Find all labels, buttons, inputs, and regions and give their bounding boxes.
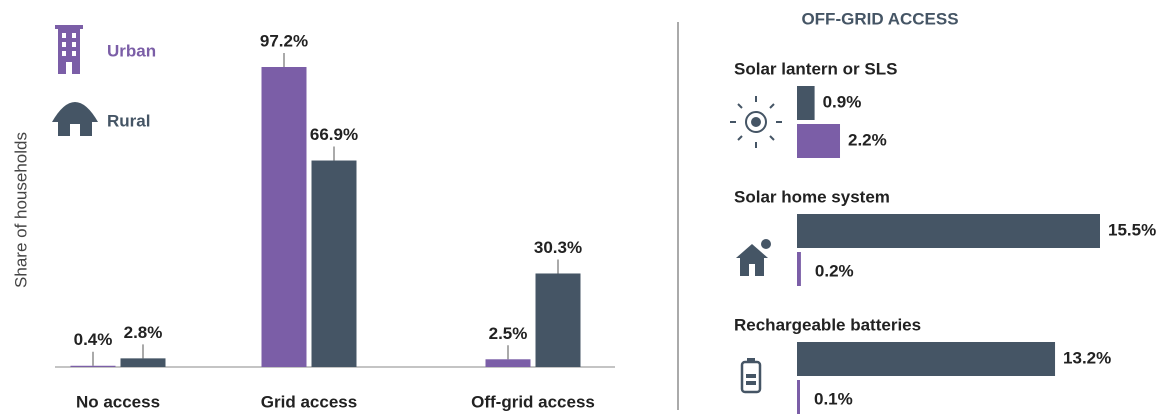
bar	[261, 67, 307, 367]
bar	[311, 160, 357, 367]
value-label: 0.1%	[814, 389, 853, 408]
y-axis-label: Share of households	[11, 132, 30, 288]
bar	[70, 365, 116, 367]
bar	[485, 359, 531, 367]
value-label: 2.2%	[848, 130, 887, 149]
category-label: No access	[76, 392, 160, 411]
battery-icon	[740, 358, 762, 394]
rural-icon	[52, 102, 98, 136]
bar	[797, 342, 1056, 376]
value-label: 30.3%	[534, 238, 582, 257]
value-label: 2.8%	[124, 323, 163, 342]
bar	[797, 214, 1100, 248]
sun-icon	[730, 96, 782, 148]
bar	[797, 252, 801, 286]
value-label: 66.9%	[310, 125, 358, 144]
legend-label: Rural	[107, 111, 150, 130]
value-label: 97.2%	[260, 31, 308, 50]
bar	[535, 273, 581, 367]
bar	[797, 86, 815, 120]
legend-label: Urban	[107, 41, 156, 60]
value-label: 0.9%	[823, 92, 862, 111]
house-icon	[736, 239, 771, 276]
urban-icon	[55, 25, 83, 74]
category-label: Rechargeable batteries	[734, 315, 921, 334]
value-label: 13.2%	[1063, 348, 1111, 367]
value-label: 0.2%	[815, 261, 854, 280]
chart-title: OFF-GRID ACCESS	[801, 9, 958, 28]
value-label: 15.5%	[1108, 220, 1156, 239]
bar	[120, 358, 166, 367]
bar	[797, 380, 800, 414]
value-label: 2.5%	[489, 324, 528, 343]
category-label: Solar lantern or SLS	[734, 59, 897, 78]
category-label: Solar home system	[734, 187, 890, 206]
category-label: Off-grid access	[471, 392, 595, 411]
bar	[797, 124, 841, 158]
category-label: Grid access	[261, 392, 357, 411]
value-label: 0.4%	[74, 330, 113, 349]
